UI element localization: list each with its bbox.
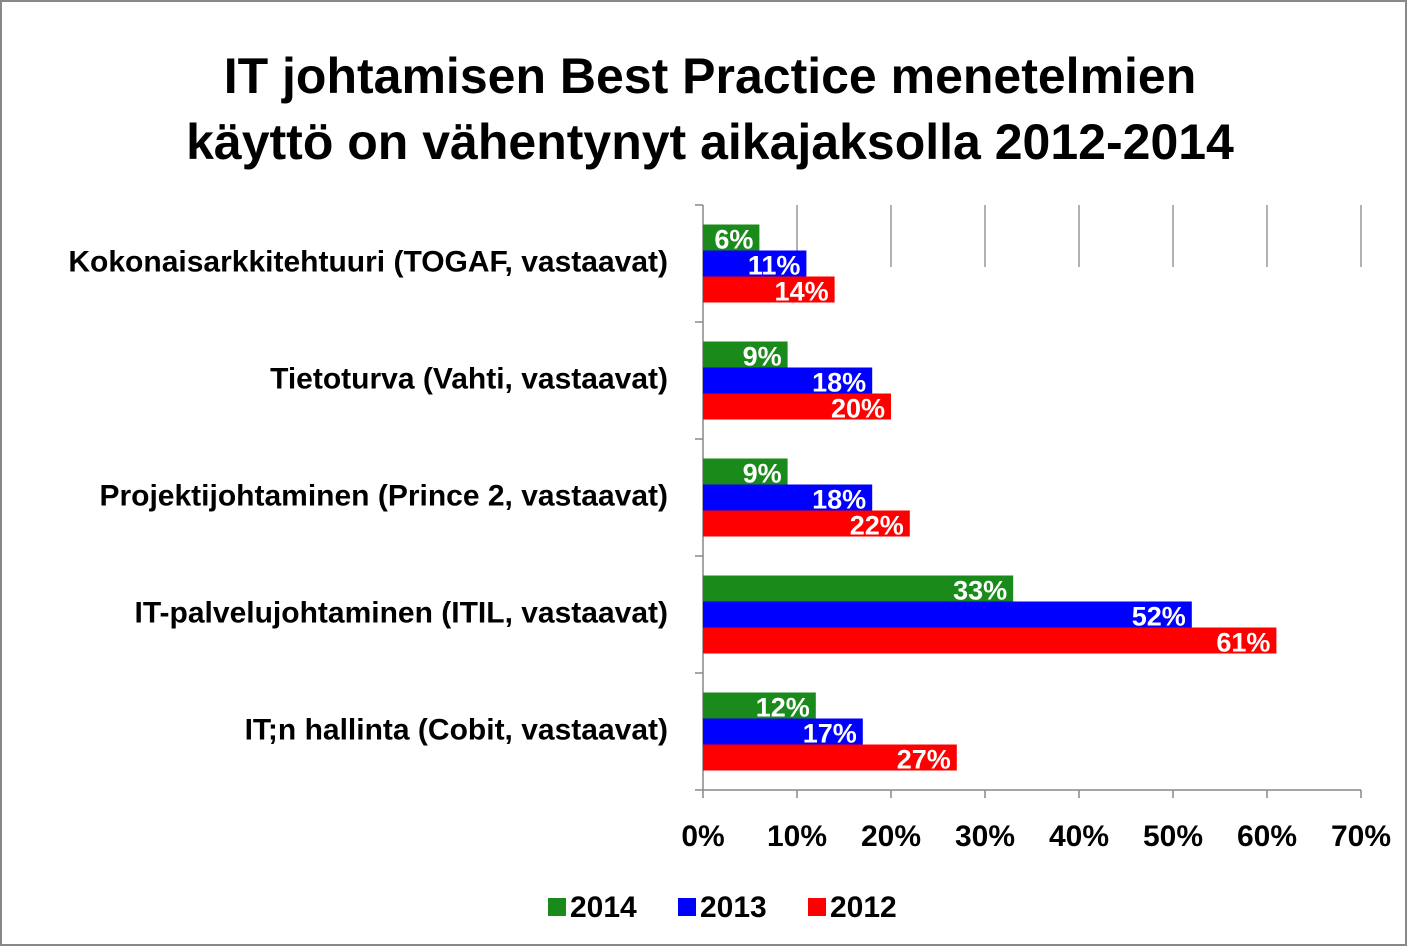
data-label: 20% (831, 394, 885, 424)
bar (703, 250, 807, 277)
bar (703, 744, 957, 771)
y-tick-label: Tietoturva (Vahti, vastaavat) (270, 362, 668, 395)
x-tick-label: 50% (1143, 820, 1203, 853)
bar (703, 510, 910, 537)
x-tick-label: 70% (1331, 820, 1391, 853)
legend-swatch (678, 898, 696, 916)
legend-label: 2013 (700, 891, 767, 924)
y-tick-label: Kokonaisarkkitehtuuri (TOGAF, vastaavat) (68, 245, 668, 278)
x-tick-label: 60% (1237, 820, 1297, 853)
data-label: 17% (803, 719, 857, 749)
x-tick-label: 20% (861, 820, 921, 853)
data-label: 18% (812, 368, 866, 398)
data-label: 27% (897, 745, 951, 775)
data-label: 18% (812, 485, 866, 515)
bar (703, 367, 873, 394)
legend-swatch (548, 898, 566, 916)
data-label: 22% (850, 511, 904, 541)
data-label: 9% (743, 342, 782, 372)
bar (703, 276, 835, 303)
y-tick-label: Projektijohtaminen (Prince 2, vastaavat) (99, 479, 668, 512)
bar (703, 458, 788, 485)
chart-title: käyttö on vähentynyt aikajaksolla 2012-2… (186, 114, 1234, 170)
chart-title: IT johtamisen Best Practice menetelmien (224, 48, 1197, 104)
bar (703, 627, 1277, 654)
bar (703, 601, 1192, 628)
x-tick-label: 0% (681, 820, 724, 853)
legend-swatch (808, 898, 826, 916)
bar (703, 224, 760, 251)
x-tick-label: 40% (1049, 820, 1109, 853)
legend-label: 2014 (570, 891, 637, 924)
bar (703, 692, 816, 719)
x-tick-label: 10% (767, 820, 827, 853)
data-label: 61% (1216, 628, 1270, 658)
bar (703, 393, 891, 420)
data-label: 52% (1132, 602, 1186, 632)
data-label: 33% (953, 576, 1007, 606)
data-label: 12% (756, 693, 810, 723)
data-label: 9% (743, 459, 782, 489)
bar (703, 341, 788, 368)
y-tick-label: IT-palvelujohtaminen (ITIL, vastaavat) (135, 596, 668, 629)
x-tick-label: 30% (955, 820, 1015, 853)
data-label: 11% (748, 251, 801, 281)
data-label: 6% (714, 225, 753, 255)
bar (703, 718, 863, 745)
y-tick-label: IT;n hallinta (Cobit, vastaavat) (245, 713, 668, 746)
data-label: 14% (775, 277, 829, 307)
bar (703, 484, 873, 511)
legend-label: 2012 (830, 891, 897, 924)
bar (703, 575, 1014, 602)
